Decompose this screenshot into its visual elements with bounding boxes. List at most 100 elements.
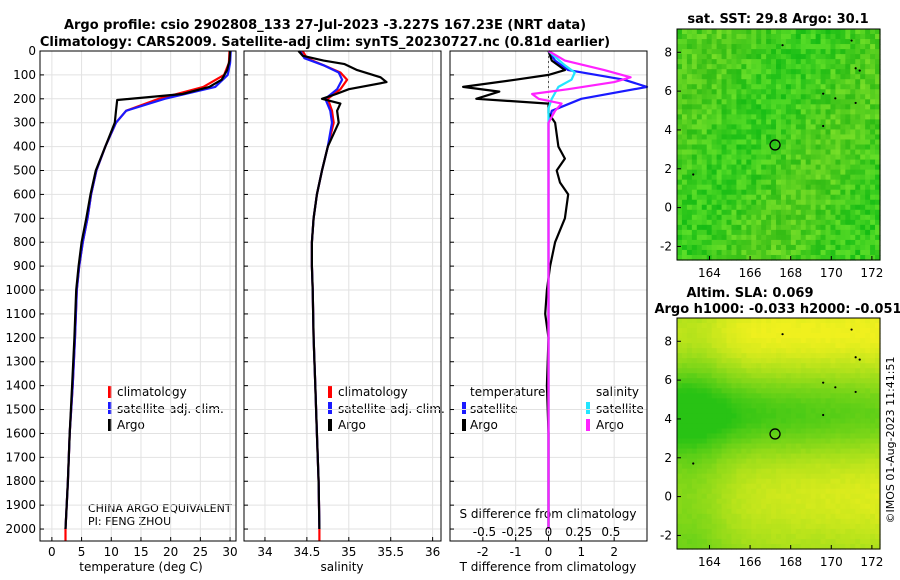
- heatmap-cell: [830, 244, 837, 251]
- heatmap-cell: [721, 498, 728, 505]
- heatmap-cell: [860, 438, 866, 445]
- heatmap-cell: [820, 139, 827, 146]
- heatmap-cell: [825, 528, 832, 535]
- heatmap-cell: [721, 84, 728, 90]
- heatmap-cell: [825, 378, 832, 384]
- heatmap-cell: [686, 363, 693, 369]
- heatmap-cell: [795, 343, 802, 349]
- heatmap-cell: [820, 443, 827, 450]
- heatmap-cell: [771, 428, 777, 435]
- heatmap-cell: [766, 518, 772, 525]
- heatmap-cell: [741, 189, 747, 196]
- heatmap-cell: [706, 234, 713, 241]
- heatmap-cell: [736, 34, 742, 40]
- heatmap-cell: [830, 29, 837, 35]
- heatmap-cell: [795, 338, 802, 344]
- heatmap-cell: [870, 44, 876, 50]
- heatmap-cell: [820, 453, 827, 460]
- heatmap-cell: [726, 408, 733, 415]
- heatmap-cell: [706, 214, 713, 221]
- heatmap-cell: [691, 438, 698, 445]
- heatmap-cell: [865, 29, 871, 35]
- heatmap-cell: [785, 199, 792, 206]
- heatmap-cell: [771, 174, 777, 181]
- heatmap-cell: [800, 528, 807, 535]
- heatmap-cell: [795, 239, 802, 246]
- heatmap-cell: [751, 398, 757, 404]
- heatmap-cell: [870, 104, 876, 110]
- heatmap-cell: [820, 433, 827, 440]
- heatmap-cell: [805, 69, 812, 75]
- heatmap-cell: [805, 104, 812, 110]
- heatmap-cell: [746, 403, 752, 409]
- heatmap-cell: [780, 398, 787, 404]
- heatmap-cell: [681, 383, 688, 389]
- heatmap-cell: [761, 438, 767, 445]
- heatmap-cell: [820, 373, 827, 379]
- heatmap-cell: [850, 59, 856, 65]
- heatmap-cell: [805, 89, 812, 95]
- heatmap-cell: [845, 89, 851, 95]
- heatmap-cell: [726, 463, 733, 470]
- heatmap-cell: [820, 523, 827, 530]
- heatmap-cell: [790, 413, 797, 420]
- heatmap-cell: [766, 154, 772, 161]
- heatmap-cell: [790, 34, 797, 40]
- heatmap-cell: [805, 378, 812, 384]
- heatmap-cell: [677, 149, 683, 156]
- heatmap-cell: [691, 403, 698, 409]
- legend-swatch-climatology: [328, 386, 332, 398]
- heatmap-cell: [795, 408, 802, 415]
- heatmap-cell: [776, 493, 782, 500]
- heatmap-cell: [860, 114, 866, 120]
- heatmap-cell: [711, 84, 718, 90]
- heatmap-cell: [746, 503, 752, 510]
- heatmap-cell: [706, 383, 713, 389]
- heatmap-cell: [731, 358, 738, 364]
- heatmap-cell: [840, 69, 846, 75]
- heatmap-cell: [696, 129, 703, 136]
- heatmap-cell: [696, 239, 703, 246]
- heatmap-cell: [731, 239, 738, 246]
- heatmap-cell: [835, 503, 841, 510]
- heatmap-cell: [731, 468, 738, 475]
- heatmap-cell: [850, 353, 856, 359]
- heatmap-cell: [691, 59, 698, 65]
- heatmap-cell: [686, 224, 693, 231]
- heatmap-cell: [875, 254, 881, 261]
- heatmap-cell: [706, 538, 713, 545]
- heatmap-cell: [716, 388, 723, 394]
- heatmap-cell: [691, 383, 698, 389]
- heatmap-cell: [726, 368, 733, 374]
- heatmap-cell: [716, 358, 723, 364]
- heatmap-cell: [716, 428, 723, 435]
- heatmap-cell: [815, 528, 822, 535]
- heatmap-cell: [766, 169, 772, 176]
- heatmap-cell: [686, 184, 693, 191]
- heatmap-cell: [706, 69, 713, 75]
- heatmap-cell: [741, 323, 747, 329]
- heatmap-cell: [681, 468, 688, 475]
- y-tick-label: 1300: [5, 355, 36, 369]
- heatmap-cell: [820, 134, 827, 141]
- heatmap-cell: [706, 189, 713, 196]
- heatmap-cell: [751, 204, 757, 211]
- heatmap-cell: [805, 483, 812, 490]
- heatmap-cell: [746, 543, 752, 550]
- heatmap-cell: [860, 89, 866, 95]
- heatmap-cell: [855, 49, 861, 55]
- heatmap-cell: [761, 134, 767, 141]
- heatmap-cell: [805, 254, 812, 261]
- heatmap-cell: [865, 124, 871, 131]
- heatmap-cell: [741, 204, 747, 211]
- heatmap-cell: [850, 159, 856, 166]
- heatmap-cell: [736, 483, 742, 490]
- heatmap-cell: [711, 244, 718, 251]
- heatmap-cell: [845, 358, 851, 364]
- heatmap-cell: [825, 159, 832, 166]
- heatmap-cell: [726, 139, 733, 146]
- coastline-speck: [858, 358, 861, 361]
- y-tick-label: 1000: [5, 283, 36, 297]
- legend-label-climatology: climatology: [117, 385, 187, 399]
- heatmap-cell: [736, 353, 742, 359]
